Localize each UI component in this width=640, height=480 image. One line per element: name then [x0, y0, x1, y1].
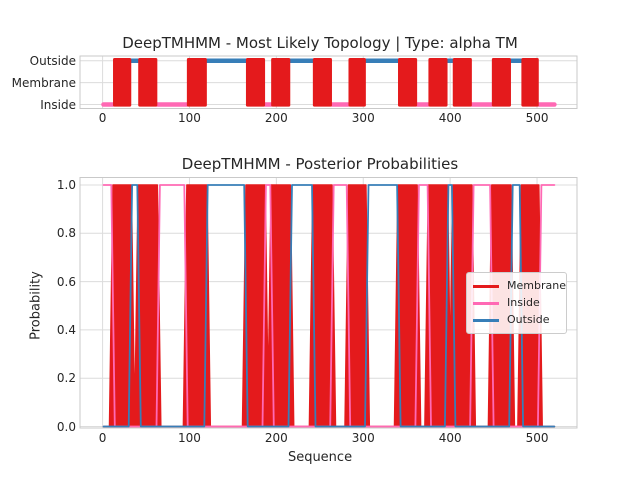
legend-row-membrane: Membrane: [473, 279, 566, 293]
membrane-topology-bar: [452, 58, 472, 107]
legend: Membrane Inside Outside: [466, 272, 567, 334]
membrane-topology-bar: [245, 58, 266, 107]
posterior-y-tick-label: 0.2: [56, 371, 76, 386]
posterior-x-tick-label: 400: [438, 431, 462, 445]
inside-probability-line: [102, 184, 556, 428]
x-axis-label: Sequence: [287, 450, 353, 465]
topology-x-tick-label: 200: [264, 111, 288, 125]
outside-probability-line: [102, 184, 556, 428]
membrane-line-swatch: [473, 284, 499, 288]
legend-label-membrane: Membrane: [507, 279, 566, 292]
topology-x-tick-label: 0: [98, 111, 107, 125]
membrane-topology-bar: [271, 58, 291, 107]
posterior-y-tick-label: 0.8: [56, 226, 76, 241]
posterior-y-tick-label: 0.6: [56, 274, 76, 289]
membrane-topology-bar: [138, 58, 158, 107]
legend-label-outside: Outside: [507, 313, 550, 326]
membrane-topology-bar: [398, 58, 418, 107]
legend-row-inside: Inside: [473, 296, 560, 310]
topology-y-tick-label: Inside: [40, 97, 76, 112]
posterior-x-tick-label: 300: [351, 431, 375, 445]
membrane-topology-bar: [348, 58, 366, 107]
topology-x-tick-label: 500: [525, 111, 549, 125]
topology-y-tick-label: Outside: [29, 53, 76, 68]
inside-line-swatch: [473, 301, 499, 305]
topology-x-tick-label: 100: [178, 111, 201, 125]
topology-y-tick-label: Membrane: [11, 75, 76, 90]
posterior-y-tick-label: 1.0: [56, 178, 76, 192]
membrane-topology-bar: [428, 58, 448, 107]
topology-plot-border: [79, 55, 578, 109]
topology-title: DeepTMHMM - Most Likely Topology | Type:…: [122, 34, 518, 52]
posterior-x-tick-label: 200: [264, 431, 288, 445]
y-axis-label: Probability: [28, 271, 44, 340]
topology-x-tick-label: 300: [351, 111, 375, 125]
membrane-topology-bar: [491, 58, 511, 107]
membrane-topology-bar: [186, 58, 207, 107]
legend-row-outside: Outside: [473, 313, 560, 327]
posterior-x-tick-label: 0: [98, 431, 107, 445]
posterior-y-tick-label: 0.4: [56, 322, 76, 337]
legend-label-inside: Inside: [507, 296, 540, 309]
outside-line-swatch: [473, 318, 499, 322]
posterior-title: DeepTMHMM - Posterior Probabilities: [181, 155, 459, 173]
membrane-topology-bar: [113, 58, 132, 107]
membrane-topology-bar: [312, 58, 332, 107]
posterior-y-tick-label: 0.0: [56, 419, 76, 434]
posterior-plot-border: [79, 177, 578, 429]
topology-x-tick-label: 400: [438, 111, 462, 125]
membrane-topology-bar: [521, 58, 539, 107]
posterior-x-tick-label: 500: [525, 431, 549, 445]
posterior-x-tick-label: 100: [178, 431, 201, 445]
